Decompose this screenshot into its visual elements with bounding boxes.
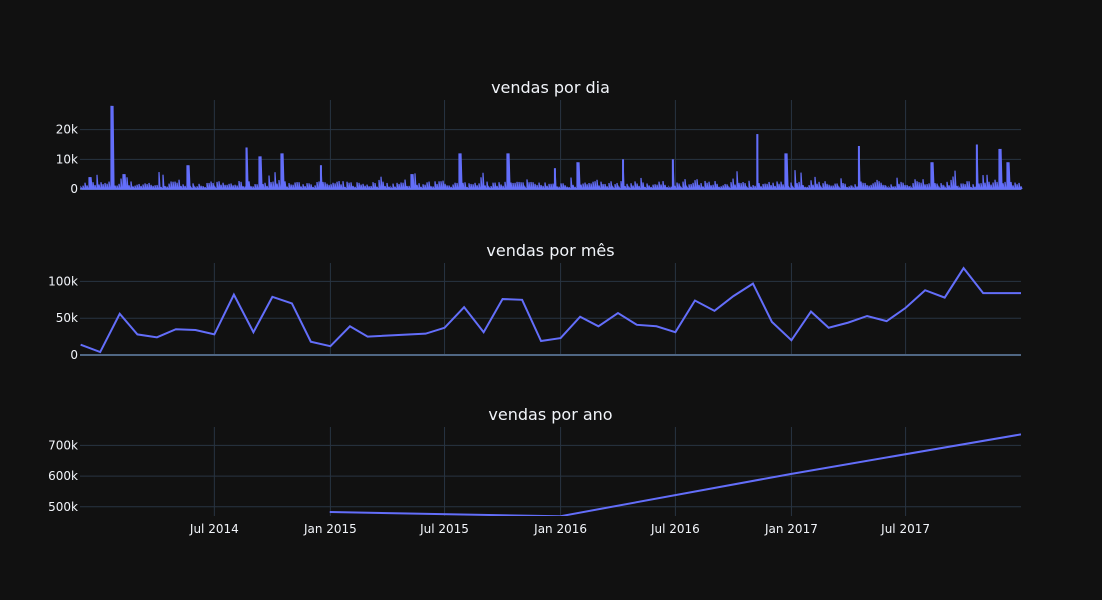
y-tick-label: 600k bbox=[48, 469, 78, 483]
subplot-title: vendas por mês bbox=[486, 241, 614, 260]
x-tick-label: Jul 2017 bbox=[880, 522, 930, 536]
y-tick-label: 20k bbox=[56, 123, 78, 137]
y-tick-label: 10k bbox=[56, 152, 78, 166]
x-tick-label: Jul 2014 bbox=[189, 522, 239, 536]
y-tick-label: 0 bbox=[70, 348, 78, 362]
x-tick-label: Jul 2016 bbox=[650, 522, 700, 536]
y-tick-label: 50k bbox=[56, 311, 78, 325]
subplot-title: vendas por dia bbox=[491, 78, 610, 97]
y-tick-label: 0 bbox=[70, 182, 78, 196]
x-tick-label: Jan 2017 bbox=[764, 522, 818, 536]
subplot-2: 0 50k 100k vendas por mês bbox=[48, 241, 1021, 362]
x-tick-label: Jul 2015 bbox=[419, 522, 469, 536]
x-axis: Jul 2014 Jan 2015 Jul 2015 Jan 2016 Jul 2016… bbox=[189, 522, 930, 536]
x-tick-label: Jan 2015 bbox=[303, 522, 357, 536]
daily-sales-line bbox=[80, 105, 1023, 190]
y-tick-label: 500k bbox=[48, 500, 78, 514]
subplot-title: vendas por ano bbox=[488, 405, 612, 424]
subplot-3: 500k 600k 700k vendas por ano bbox=[48, 405, 1021, 516]
x-tick-label: Jan 2016 bbox=[533, 522, 587, 536]
subplot-1: 0 10k 20k vendas por dia bbox=[56, 78, 1023, 196]
y-tick-label: 700k bbox=[48, 438, 78, 452]
y-tick-label: 100k bbox=[48, 274, 78, 288]
monthly-sales-line bbox=[80, 266, 1021, 354]
yearly-sales-line bbox=[329, 433, 1021, 516]
